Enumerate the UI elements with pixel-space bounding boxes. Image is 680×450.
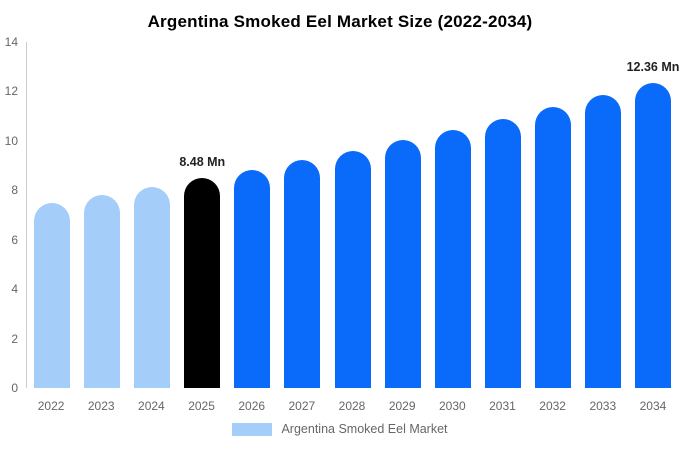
bar-slot-2025: 8.48 Mn: [177, 42, 227, 388]
legend-swatch: [232, 422, 273, 436]
y-tick-0: 0: [11, 381, 18, 395]
bar-slot-2034: 12.36 Mn: [627, 42, 679, 388]
x-tick-2028: 2028: [338, 399, 366, 413]
bar-slot-2024: [127, 42, 177, 388]
plot-area: 8.48 Mn 12.36 Mn: [26, 42, 679, 388]
bar-slot-2031: [478, 42, 528, 388]
bar-2025[interactable]: 8.48 Mn: [179, 155, 225, 388]
x-tick-2027: 2027: [288, 399, 316, 413]
bar-2026[interactable]: [234, 169, 271, 388]
bar-2033[interactable]: [584, 95, 621, 388]
legend-item[interactable]: Argentina Smoked Eel Market: [0, 422, 680, 436]
x-tick-2031: 2031: [489, 399, 516, 413]
bar-slot-2022: [27, 42, 77, 388]
y-axis: 0 2 4 6 8 10 12 14: [0, 35, 20, 395]
y-tick-12: 12: [4, 84, 18, 99]
x-tick-2023: 2023: [87, 399, 115, 413]
x-tick-2032: 2032: [539, 399, 566, 413]
bar-slot-2023: [77, 42, 127, 388]
bar-2032[interactable]: [534, 107, 571, 388]
bar-2024[interactable]: [134, 187, 171, 388]
y-tick-4: 4: [11, 282, 18, 297]
y-tick-2: 2: [11, 331, 18, 346]
bar-2023[interactable]: [84, 195, 121, 388]
x-axis: 2022 2023 2024 2025 2026 2027 2028 2029 2030 2031…: [26, 399, 678, 413]
bar-2030[interactable]: [434, 129, 471, 388]
x-tick-2022: 2022: [37, 399, 65, 413]
bar-slot-2032: [528, 42, 578, 388]
x-tick-2033: 2033: [589, 399, 617, 413]
bar-2029[interactable]: [384, 140, 421, 388]
legend-label: Argentina Smoked Eel Market: [281, 422, 448, 436]
value-label-2034: 12.36 Mn: [626, 59, 680, 74]
x-tick-2029: 2029: [388, 399, 416, 413]
x-tick-2026: 2026: [238, 399, 266, 413]
chart-title: Argentina Smoked Eel Market Size (2022-2…: [147, 12, 533, 31]
x-tick-2024: 2024: [138, 399, 165, 413]
bar-slot-2033: [578, 42, 628, 388]
bar-2022[interactable]: [34, 203, 71, 388]
bar-2034[interactable]: 12.36 Mn: [627, 60, 679, 388]
bar-slot-2028: [327, 42, 377, 388]
y-tick-6: 6: [11, 232, 18, 247]
bar-2028[interactable]: [334, 150, 371, 388]
x-tick-2025: 2025: [188, 399, 215, 413]
bar-2031[interactable]: [484, 118, 521, 388]
y-tick-14: 14: [4, 35, 18, 49]
x-tick-2034: 2034: [639, 399, 667, 413]
x-tick-2030: 2030: [438, 399, 466, 413]
y-tick-8: 8: [11, 183, 18, 198]
bar-slot-2030: [428, 42, 478, 388]
bar-2027[interactable]: [284, 160, 321, 388]
bar-slot-2027: [277, 42, 327, 388]
value-label-2025: 8.48 Mn: [179, 155, 226, 170]
bar-slot-2029: [378, 42, 428, 388]
bar-slot-2026: [227, 42, 277, 388]
y-tick-10: 10: [4, 133, 18, 148]
